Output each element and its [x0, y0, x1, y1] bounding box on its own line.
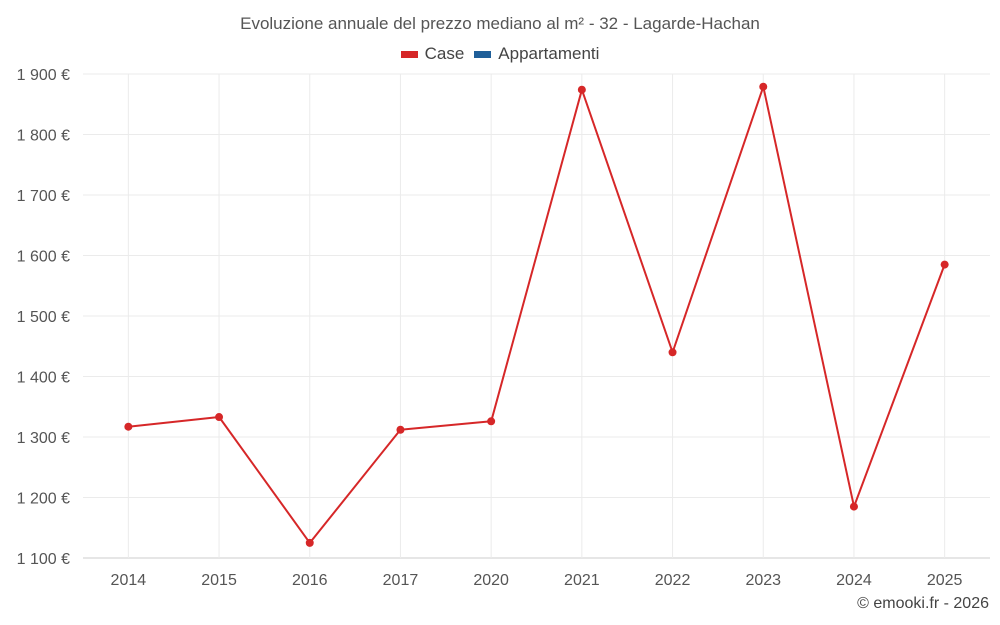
y-tick-label: 1 900 € [17, 67, 70, 84]
x-tick-label: 2016 [292, 572, 328, 589]
data-point [124, 422, 133, 431]
x-tick-label: 2023 [745, 572, 781, 589]
x-tick-label: 2025 [927, 572, 963, 589]
data-point [215, 413, 224, 422]
x-tick-label: 2015 [201, 572, 237, 589]
x-tick-label: 2014 [111, 572, 147, 589]
x-tick-label: 2021 [564, 572, 600, 589]
series-line-case [128, 85, 946, 544]
x-tick-label: 2020 [473, 572, 509, 589]
y-tick-label: 1 400 € [17, 370, 70, 387]
data-point [487, 417, 496, 426]
credit-text: © emooki.fr - 2026 [857, 595, 989, 612]
y-tick-label: 1 500 € [17, 309, 70, 326]
y-tick-label: 1 300 € [17, 430, 70, 447]
x-tick-label: 2024 [836, 572, 872, 589]
data-point [668, 348, 677, 357]
legend-swatch-appartamenti [474, 50, 492, 58]
data-point [940, 260, 949, 269]
data-point [759, 82, 768, 91]
data-point [577, 85, 586, 94]
y-tick-label: 1 700 € [17, 188, 70, 205]
y-tick-label: 1 600 € [17, 249, 70, 266]
legend-swatch-case [400, 50, 418, 58]
legend-label-case: Case [424, 44, 465, 63]
chart-title: Evoluzione annuale del prezzo mediano al… [240, 14, 760, 33]
legend-item-case[interactable]: Case [400, 44, 465, 64]
y-tick-label: 1 200 € [17, 491, 70, 508]
x-tick-label: 2022 [655, 572, 691, 589]
legend-label-appartamenti: Appartamenti [498, 44, 600, 63]
data-point [396, 425, 405, 434]
legend-item-appartamenti[interactable]: Appartamenti [474, 44, 599, 64]
data-point [305, 538, 314, 547]
legend: Case Appartamenti [0, 44, 1000, 64]
data-point [849, 502, 858, 511]
y-tick-label: 1 100 € [17, 551, 70, 568]
x-tick-label: 2017 [383, 572, 419, 589]
y-tick-label: 1 800 € [17, 128, 70, 145]
